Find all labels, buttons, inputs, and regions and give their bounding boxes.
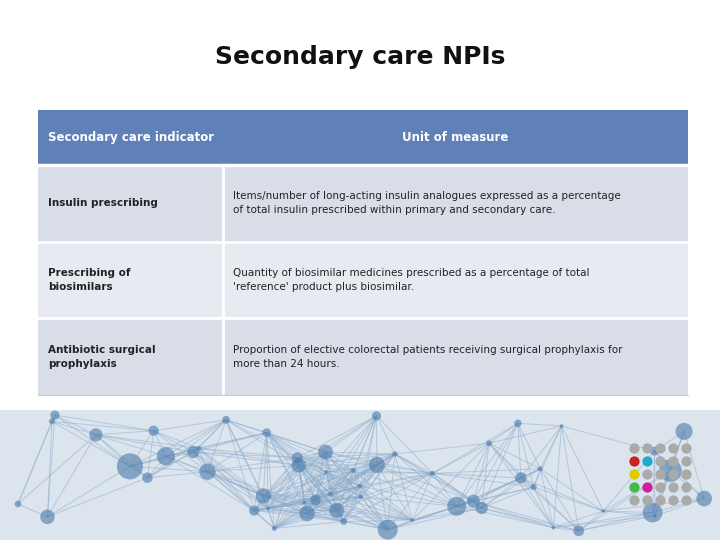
Point: [193, 444, 204, 453]
Point: [46, 417, 58, 426]
Point: [355, 492, 366, 501]
Point: [667, 483, 679, 491]
Point: [220, 416, 232, 424]
Point: [269, 524, 280, 533]
Point: [680, 483, 692, 491]
Point: [427, 469, 438, 477]
FancyBboxPatch shape: [38, 319, 688, 395]
Point: [654, 444, 666, 453]
Point: [680, 444, 692, 453]
Point: [292, 454, 303, 462]
Point: [49, 411, 60, 420]
Point: [301, 509, 312, 518]
Point: [654, 457, 666, 465]
Point: [665, 466, 676, 475]
Point: [573, 526, 585, 535]
Point: [649, 447, 660, 455]
Point: [467, 497, 479, 505]
Text: Insulin prescribing: Insulin prescribing: [48, 198, 158, 208]
Point: [298, 498, 310, 507]
Point: [698, 494, 710, 503]
Text: Items/number of long-acting insulin analogues expressed as a percentage
of total: Items/number of long-acting insulin anal…: [233, 191, 621, 215]
Point: [629, 470, 640, 478]
Point: [202, 467, 213, 476]
Point: [654, 496, 666, 504]
Point: [142, 474, 153, 482]
FancyBboxPatch shape: [38, 165, 688, 242]
Point: [90, 430, 102, 439]
Point: [598, 507, 609, 515]
Point: [371, 461, 382, 469]
Point: [534, 464, 546, 473]
Point: [654, 483, 666, 491]
Point: [629, 444, 640, 453]
Point: [124, 462, 135, 471]
Point: [320, 448, 331, 456]
Text: Secondary care NPIs: Secondary care NPIs: [215, 45, 505, 69]
Point: [407, 516, 418, 524]
Point: [649, 512, 661, 521]
Point: [331, 506, 343, 515]
Point: [389, 450, 400, 458]
Point: [642, 444, 653, 453]
Point: [642, 483, 653, 491]
Text: Quantity of biosimilar medicines prescribed as a percentage of total
'reference': Quantity of biosimilar medicines prescri…: [233, 268, 590, 292]
Point: [451, 502, 462, 511]
FancyBboxPatch shape: [0, 395, 720, 410]
Point: [148, 427, 159, 435]
Text: Antibiotic surgical
prophylaxis: Antibiotic surgical prophylaxis: [48, 345, 156, 369]
Point: [548, 523, 559, 532]
Point: [42, 512, 53, 521]
Point: [371, 411, 382, 420]
Point: [348, 466, 359, 475]
Point: [667, 457, 679, 465]
Point: [629, 457, 640, 465]
Text: Unit of measure: Unit of measure: [402, 131, 509, 144]
FancyBboxPatch shape: [38, 110, 688, 165]
Point: [262, 504, 274, 512]
Point: [160, 452, 171, 461]
Point: [382, 525, 393, 534]
Point: [476, 504, 487, 512]
Point: [629, 483, 640, 491]
Text: Prescribing of
biosimilars: Prescribing of biosimilars: [48, 268, 130, 292]
Point: [258, 492, 269, 501]
Point: [515, 474, 526, 482]
Point: [667, 496, 679, 504]
Point: [248, 507, 260, 515]
Text: Secondary care indicator: Secondary care indicator: [48, 131, 214, 144]
Point: [647, 508, 658, 517]
Point: [354, 482, 366, 490]
Point: [642, 457, 653, 465]
Point: [667, 444, 679, 453]
Point: [325, 490, 336, 498]
Point: [338, 517, 349, 526]
FancyBboxPatch shape: [0, 410, 720, 540]
Point: [293, 461, 305, 470]
Point: [678, 427, 690, 436]
Point: [680, 457, 692, 465]
FancyBboxPatch shape: [38, 242, 688, 319]
Point: [654, 470, 666, 478]
Text: Proportion of elective colorectal patients receiving surgical prophylaxis for
mo: Proportion of elective colorectal patien…: [233, 345, 623, 369]
Point: [680, 496, 692, 504]
Point: [483, 439, 495, 448]
Point: [320, 468, 332, 476]
Point: [12, 500, 24, 508]
Point: [187, 448, 199, 456]
Point: [642, 496, 653, 504]
Point: [556, 422, 567, 430]
Point: [310, 496, 321, 504]
Point: [680, 470, 692, 478]
Point: [528, 483, 539, 491]
Point: [629, 496, 640, 504]
Point: [667, 470, 679, 478]
Point: [512, 419, 523, 428]
Point: [261, 428, 272, 437]
Point: [642, 470, 653, 478]
